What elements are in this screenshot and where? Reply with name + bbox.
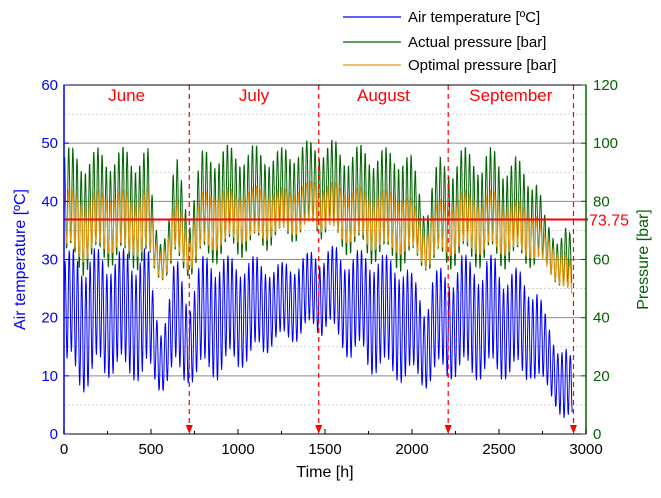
left-y-tick-label: 10 [41,368,58,385]
month-labels: June July August September [108,86,553,105]
x-tick-label: 1000 [221,441,254,458]
left-y-tick-label: 20 [41,310,58,327]
month-label: August [357,86,410,105]
right-y-tick-label: 0 [593,426,601,443]
month-label: September [469,86,552,105]
right-y-tick-label: 100 [593,135,618,152]
left-y-tick-label: 60 [41,77,58,94]
x-tick-label: 2000 [395,441,428,458]
legend: Air temperature [ºC] Actual pressure [ba… [343,9,556,74]
left-y-tick-label: 0 [50,426,58,443]
reference-line-label: 73.75 [589,213,629,230]
right-y-tick-label: 80 [593,193,610,210]
series-line-optimal-pressure [63,180,573,294]
month-label: June [108,86,145,105]
month-boundary-arrow [444,425,452,434]
month-boundary-arrow [185,425,193,434]
series-layer [63,139,573,419]
month-boundary-markers [185,85,577,434]
legend-label-actual-pressure: Actual pressure [bar] [408,34,546,51]
legend-label-air-temperature: Air temperature [ºC] [408,9,540,26]
left-y-tick-label: 30 [41,252,58,269]
legend-label-optimal-pressure: Optimal pressure [bar] [408,57,556,74]
x-axis-label: Time [h] [296,464,353,481]
month-boundary-arrow [315,425,323,434]
right-y-tick-label: 40 [593,310,610,327]
right-y-axis-label: Pressure [bar] [635,209,652,309]
month-boundary-arrow [569,425,577,434]
x-tick-label: 500 [138,441,163,458]
right-y-axis-ticks: 0 20 40 60 80 100 120 [581,77,618,443]
right-y-tick-label: 60 [593,252,610,269]
x-tick-label: 3000 [569,441,602,458]
x-tick-label: 2500 [482,441,515,458]
x-tick-label: 0 [60,441,68,458]
left-y-axis-label: Air temperature [ºC] [12,189,29,330]
x-axis-ticks: 0 500 1000 1500 2000 2500 3000 [60,429,603,458]
right-y-tick-label: 120 [593,77,618,94]
series-line-air-temperature [63,246,573,419]
x-tick-label: 1500 [308,441,341,458]
right-y-tick-label: 20 [593,368,610,385]
left-y-tick-label: 50 [41,135,58,152]
left-y-tick-label: 40 [41,193,58,210]
left-y-axis-ticks: 0 10 20 30 40 50 60 [41,77,69,443]
month-label: July [239,86,270,105]
